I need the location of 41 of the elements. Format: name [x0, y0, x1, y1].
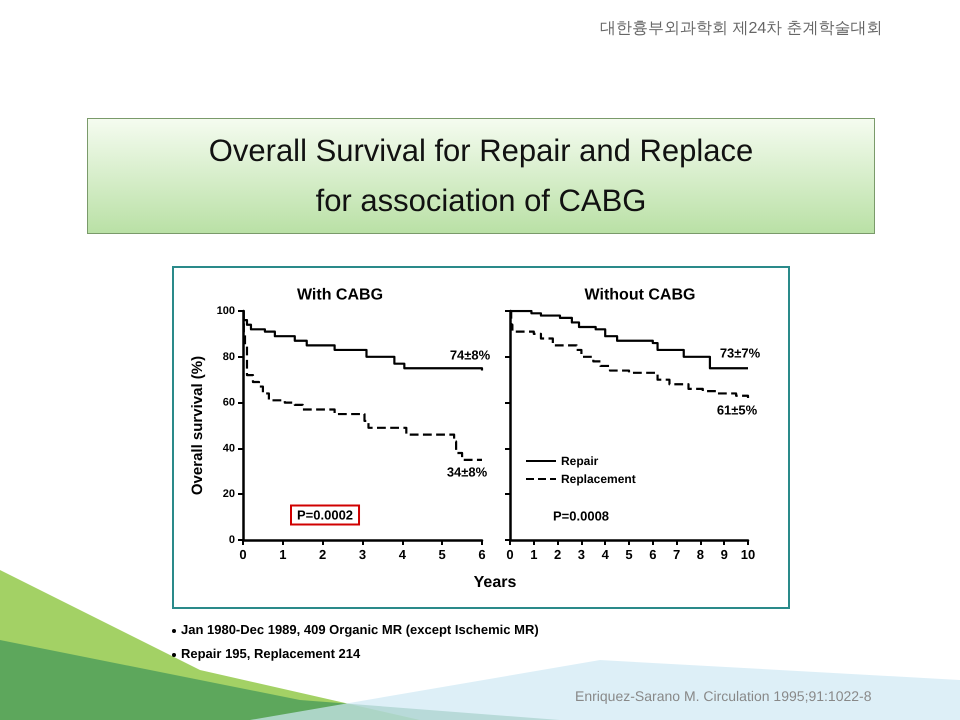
text: 대한흉부외과학회 제24차 춘계학술대회	[600, 19, 883, 39]
legend-label: Replacement	[561, 472, 636, 486]
x-axis-title: Years	[472, 574, 518, 592]
x-tick-label: 1	[279, 547, 286, 562]
annotation: 73±7%	[720, 346, 761, 360]
y-tick-label: 20	[222, 488, 235, 500]
text: Repair 195, Replacement 214	[180, 646, 360, 661]
x-tick-label: 8	[696, 547, 704, 562]
x-tick-label: 5	[438, 547, 446, 562]
x-tick-label: 10	[740, 547, 756, 562]
x-tick-label: 2	[554, 547, 562, 562]
chart-title: Overall Survival for Repair and Replace for association of CABG	[87, 118, 875, 234]
y-tick-label: 80	[222, 350, 235, 363]
legend-label: Repair	[561, 454, 599, 468]
x-tick-label: 5	[625, 547, 633, 562]
x-tick-label: 4	[398, 547, 407, 562]
x-tick-label: 0	[239, 547, 247, 562]
x-tick-label: 4	[602, 547, 610, 562]
x-tick-label: 6	[478, 547, 486, 562]
x-tick-label: 2	[319, 547, 326, 562]
x-tick-label: 7	[672, 547, 680, 562]
y-axis-title: Overall survival (%)	[189, 356, 206, 496]
annotation: 61±5%	[716, 402, 758, 418]
annotation: P=0.0002	[297, 508, 354, 522]
annotation: P=0.0008	[553, 508, 610, 524]
x-tick-label: 9	[720, 547, 728, 562]
x-tick-label: 3	[578, 547, 586, 562]
x-tick-label: 0	[506, 547, 514, 562]
annotation: 74±8%	[450, 348, 491, 362]
text: Jan 1980-Dec 1989, 409 Organic MR (except Ischemic MR)	[180, 622, 539, 637]
x-tick-label: 6	[649, 547, 656, 562]
x-tick-label: 3	[358, 547, 366, 562]
chart-subtitle: Without CABG	[584, 286, 696, 304]
chart-subtitle: With CABG	[296, 286, 384, 304]
y-tick-label: 40	[222, 442, 235, 454]
y-tick-label: 60	[222, 396, 235, 409]
y-tick-label: 0	[228, 534, 235, 546]
y-tick-label: 100	[216, 305, 235, 317]
text: Enriquez-Sarano M. Circulation 1995;91:1022-8	[575, 688, 872, 704]
annotation: 34±8%	[446, 464, 488, 480]
x-tick-label: 1	[530, 547, 538, 562]
